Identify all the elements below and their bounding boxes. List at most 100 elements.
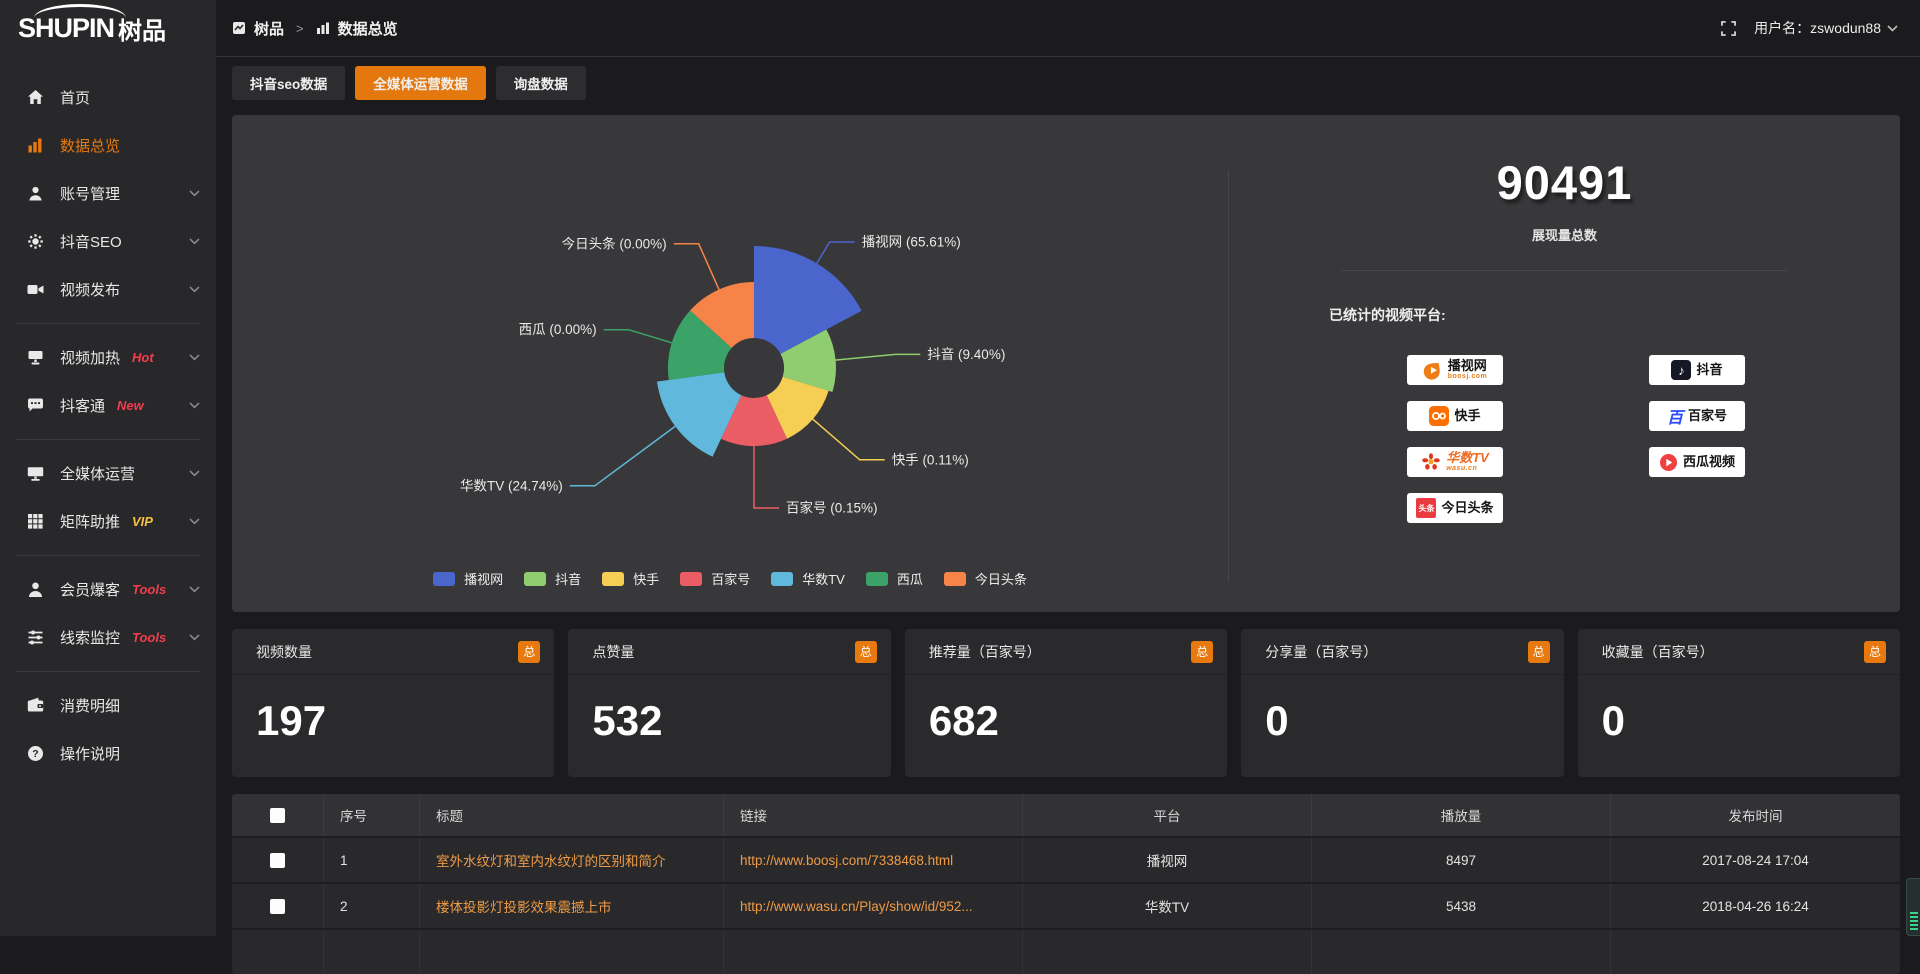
sidebar-item-video-publish[interactable]: 视频发布 (0, 265, 216, 313)
platform-badge-kuaishou[interactable]: 快手 (1407, 401, 1503, 431)
legend-swatch (680, 572, 702, 586)
column-header-4: 播放量 (1312, 794, 1611, 836)
select-all-checkbox[interactable] (270, 808, 285, 823)
platform-badge-toutiao[interactable]: 头条今日头条 (1407, 493, 1503, 523)
sidebar-divider (16, 439, 200, 440)
toutiao-logo-icon: 头条 (1416, 498, 1436, 518)
cell-title-link[interactable]: 楼体投影灯投影效果震撼上市 (436, 896, 612, 916)
label-leader-line (570, 425, 677, 486)
sidebar-item-matrix-boost[interactable]: 矩阵助推 VIP (0, 497, 216, 545)
pie-slice-label: 快手 (0.11%) (892, 452, 969, 467)
breadcrumb: 树品 > 数据总览 (232, 18, 398, 39)
legend-label: 播视网 (464, 569, 503, 588)
pie-slice-label: 百家号 (0.15%) (786, 500, 878, 516)
page-content: 抖音seo数据全媒体运营数据询盘数据 播视网 (65.61%)抖音 (9.40%… (216, 57, 1920, 974)
stat-card-value: 0 (1578, 675, 1900, 745)
floating-widget[interactable] (1906, 878, 1920, 936)
sidebar-item-data-overview[interactable]: 数据总览 (0, 121, 216, 169)
user-icon (26, 184, 45, 203)
legend-item[interactable]: 快手 (602, 569, 659, 588)
platform-badge-baijiahao[interactable]: 百百家号 (1649, 401, 1745, 431)
stat-card-2: 推荐量（百家号） 总 682 (905, 629, 1227, 777)
legend-item[interactable]: 播视网 (433, 569, 503, 588)
platform-badge-douyin[interactable]: ♪抖音 (1649, 355, 1745, 385)
sidebar-item-account[interactable]: 账号管理 (0, 169, 216, 217)
sidebar-item-omnimedia[interactable]: 全媒体运营 (0, 449, 216, 497)
stat-card-header: 推荐量（百家号） 总 (905, 629, 1227, 675)
legend-label: 抖音 (555, 569, 581, 588)
sidebar-item-badge: Hot (132, 350, 154, 365)
sidebar-item-douyin-seo[interactable]: 抖音SEO (0, 217, 216, 265)
baijiahao-logo-icon: 百 (1667, 404, 1683, 428)
label-leader-line (674, 244, 720, 291)
fullscreen-icon[interactable] (1721, 21, 1736, 36)
table-row-3 (232, 928, 1900, 974)
cell-url-link[interactable]: http://www.boosj.com/7338468.html (740, 853, 953, 868)
username-menu[interactable]: 用户名：zswodun88 (1754, 18, 1898, 38)
cell-url-link[interactable]: http://www.wasu.cn/Play/show/id/952... (740, 899, 973, 914)
grid-icon (26, 512, 45, 531)
stat-card-value: 197 (232, 675, 554, 745)
sidebar-item-label: 消费明细 (60, 695, 120, 716)
sidebar-item-label: 矩阵助推 (60, 511, 120, 532)
sidebar-item-label: 首页 (60, 87, 90, 108)
widget-bar (1910, 924, 1918, 926)
tab-omnimedia-data[interactable]: 全媒体运营数据 (355, 66, 486, 100)
impressions-total-value: 90491 (1229, 155, 1900, 210)
chevron-down-icon (189, 464, 200, 482)
tab-inquiry-data[interactable]: 询盘数据 (496, 66, 586, 100)
total-badge: 总 (1864, 641, 1886, 663)
row-checkbox[interactable] (270, 853, 285, 868)
total-badge: 总 (1528, 641, 1550, 663)
column-header-5: 发布时间 (1611, 794, 1900, 836)
tab-douyin-seo-data[interactable]: 抖音seo数据 (232, 66, 345, 100)
stat-card-header: 收藏量（百家号） 总 (1578, 629, 1900, 675)
stat-card-value: 532 (568, 675, 890, 745)
pie-slice-0[interactable] (754, 246, 862, 354)
legend-label: 华数TV (802, 569, 845, 588)
legend-item[interactable]: 西瓜 (866, 569, 923, 588)
table-row-2: 2 楼体投影灯投影效果震撼上市 http://www.wasu.cn/Play/… (232, 882, 1900, 928)
pie-slice-4[interactable] (657, 372, 741, 457)
breadcrumb-root[interactable]: 树品 (254, 18, 284, 39)
table-header-row: 序号标题链接平台播放量发布时间 (232, 794, 1900, 836)
legend-swatch (771, 572, 793, 586)
sidebar-item-help[interactable]: ?操作说明 (0, 729, 216, 777)
sidebar-item-badge: VIP (132, 514, 153, 529)
sliders-icon (26, 628, 45, 647)
gear-icon (26, 232, 45, 251)
app-logo[interactable]: SHUPIN 树品 (0, 0, 216, 57)
sidebar-item-label: 抖客通 (60, 395, 105, 416)
legend-label: 快手 (633, 569, 659, 588)
cell-title-link[interactable]: 室外水纹灯和室内水纹灯的区别和简介 (436, 850, 666, 870)
table-row-1: 1 室外水纹灯和室内水纹灯的区别和简介 http://www.boosj.com… (232, 836, 1900, 882)
sidebar-item-home[interactable]: 首页 (0, 73, 216, 121)
legend-item[interactable]: 百家号 (680, 569, 750, 588)
row-checkbox[interactable] (270, 899, 285, 914)
legend-item[interactable]: 今日头条 (944, 569, 1027, 588)
legend-item[interactable]: 抖音 (524, 569, 581, 588)
sidebar-item-label: 视频发布 (60, 279, 120, 300)
widget-bar (1910, 916, 1918, 918)
sidebar-item-expense-detail[interactable]: 消费明细 (0, 681, 216, 729)
boosj-logo-icon (1423, 360, 1443, 380)
legend-swatch (524, 572, 546, 586)
label-leader-line (604, 330, 674, 344)
platform-badge-xigua[interactable]: 西瓜视频 (1649, 447, 1745, 477)
stat-card-header: 点赞量 总 (568, 629, 890, 675)
legend-item[interactable]: 华数TV (771, 569, 845, 588)
platform-badge-name: 抖音 (1696, 363, 1722, 377)
column-header-0: 序号 (324, 794, 420, 836)
platform-badges-right: ♪抖音百百家号西瓜视频 (1649, 355, 1745, 523)
cell-views (1312, 930, 1611, 974)
